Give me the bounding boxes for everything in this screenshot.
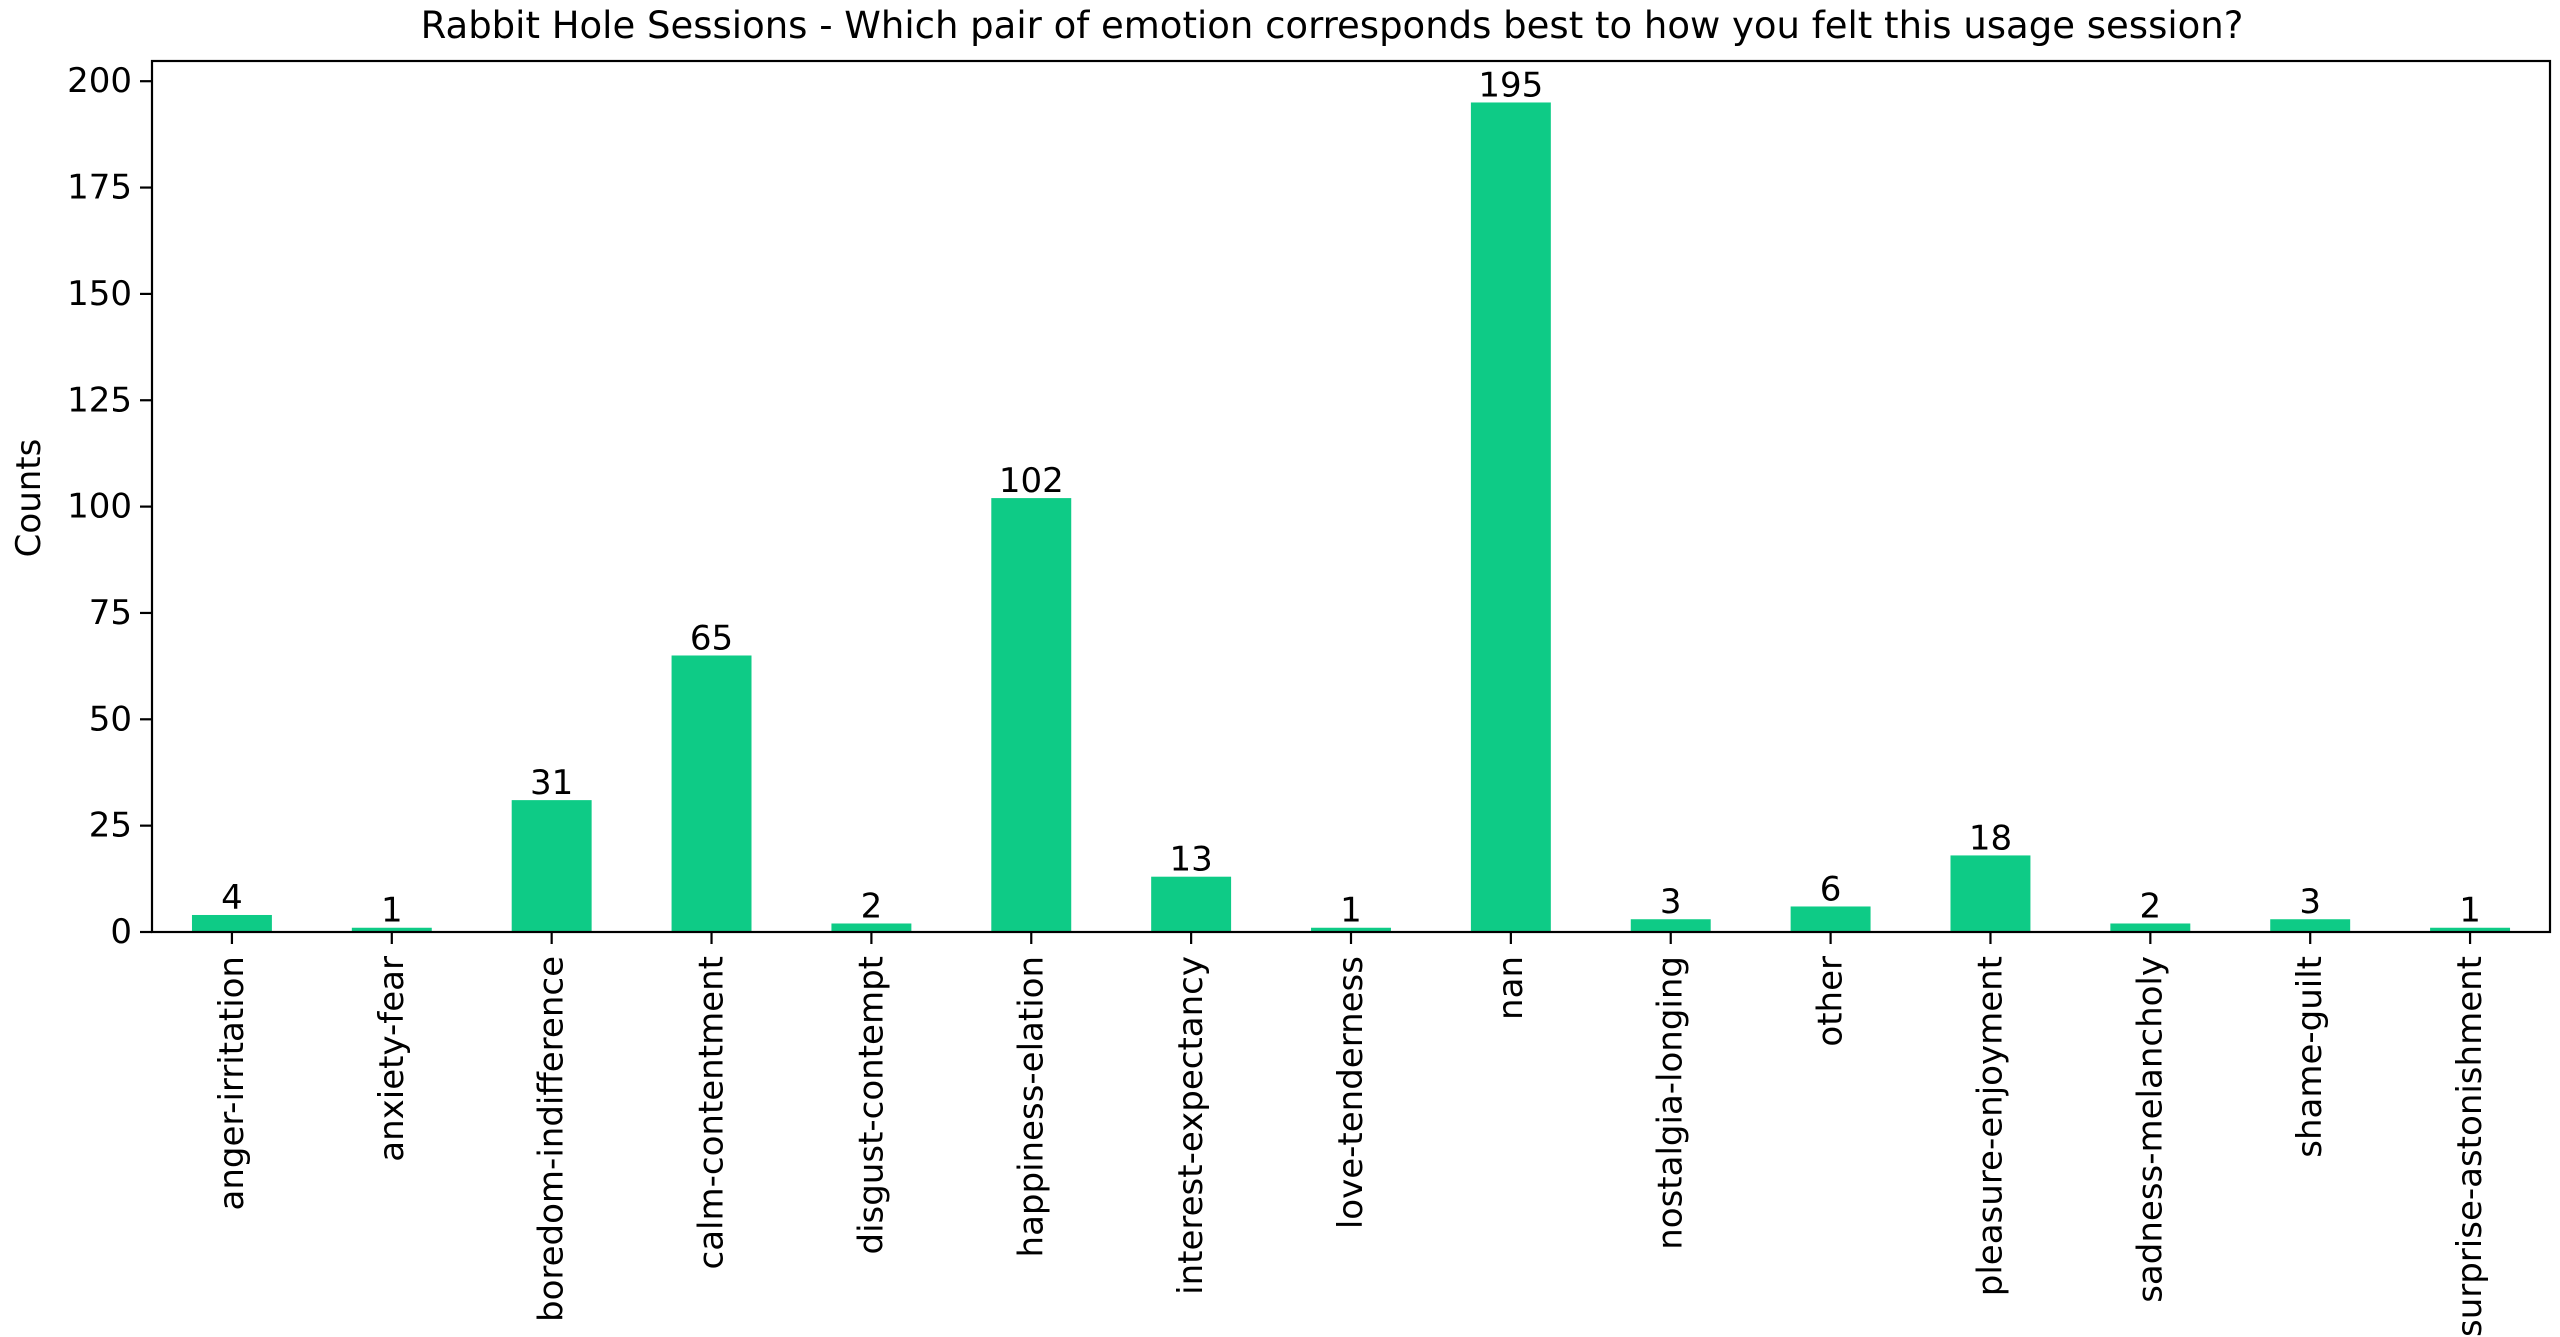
- bar-value-label: 4: [221, 878, 243, 918]
- y-tick-label: 0: [110, 912, 132, 952]
- x-tick-label: interest-expectancy: [1171, 956, 1211, 1295]
- x-tick-label: surprise-astonishment: [2450, 956, 2490, 1337]
- x-tick-label: shame-guilt: [2290, 956, 2330, 1158]
- bar-value-label: 6: [1820, 869, 1842, 909]
- bar-nostalgia-longing: [1630, 919, 1711, 932]
- x-tick-label: anger-irritation: [212, 956, 252, 1211]
- x-tick-label: nostalgia-longing: [1651, 956, 1691, 1250]
- x-tick-label: disgust-contempt: [851, 956, 891, 1255]
- y-tick-label: 175: [67, 168, 132, 208]
- x-tick-label: pleasure-enjoyment: [1970, 956, 2010, 1296]
- bar-value-label: 2: [2140, 886, 2162, 926]
- bar-value-label: 18: [1969, 818, 2012, 858]
- bar-shame-guilt: [2270, 919, 2351, 932]
- x-axis: anger-irritation anxiety-fear boredom-indi…: [212, 932, 2490, 1337]
- bar-disgust-contempt: [831, 923, 912, 932]
- y-tick-label: 200: [67, 61, 132, 101]
- bar-value-label: 195: [1478, 65, 1543, 105]
- bar-anxiety-fear: [351, 927, 432, 932]
- y-tick-label: 25: [89, 806, 132, 846]
- y-tick-label: 150: [67, 274, 132, 314]
- bar-sadness-melancholy: [2110, 923, 2191, 932]
- x-tick-label: other: [1811, 956, 1851, 1047]
- x-tick-label: anxiety-fear: [372, 956, 412, 1162]
- bar-other: [1790, 906, 1871, 932]
- x-tick-label: love-tenderness: [1331, 956, 1371, 1229]
- bar-boredom-indifference: [511, 800, 592, 932]
- bar-happiness-elation: [991, 498, 1072, 932]
- bar-value-label: 2: [861, 886, 883, 926]
- x-tick-label: sadness-melancholy: [2130, 956, 2170, 1303]
- bar-value-label: 3: [2299, 882, 2321, 922]
- plot-frame: [150, 59, 2552, 934]
- y-tick-label: 100: [67, 487, 132, 527]
- bar-value-label: 1: [1340, 891, 1362, 931]
- y-tick-label: 75: [89, 593, 132, 633]
- bar-value-label: 65: [690, 618, 733, 658]
- bar-pleasure-enjoyment: [1950, 855, 2031, 932]
- x-tick-label: nan: [1491, 956, 1531, 1020]
- bar-love-tenderness: [1311, 927, 1391, 932]
- bar-nan: [1470, 102, 1551, 932]
- bar-value-label: 3: [1660, 882, 1682, 922]
- bar-interest-expectancy: [1151, 876, 1232, 932]
- bar-calm-contentment: [671, 655, 752, 932]
- bar-value-label: 1: [2459, 891, 2481, 931]
- bar-value-label: 13: [1170, 840, 1213, 880]
- x-tick-label: calm-contentment: [692, 956, 732, 1269]
- bar-value-label: 102: [999, 461, 1064, 501]
- y-axis-label: Counts: [9, 439, 49, 558]
- x-tick-label: happiness-elation: [1011, 956, 1051, 1257]
- bar-surprise-astonishment: [2430, 927, 2511, 932]
- y-tick-label: 125: [67, 380, 132, 420]
- y-axis: 0 25 50 75 100 125 150 175 200: [67, 61, 152, 952]
- chart-title: Rabbit Hole Sessions - Which pair of emo…: [421, 4, 2244, 47]
- bar-value-label: 1: [381, 891, 403, 931]
- bars-group: [191, 102, 2511, 932]
- x-tick-label: boredom-indifference: [532, 956, 572, 1322]
- bar-anger-irritation: [191, 914, 272, 932]
- y-tick-label: 50: [89, 699, 132, 739]
- bar-value-label: 31: [530, 763, 573, 803]
